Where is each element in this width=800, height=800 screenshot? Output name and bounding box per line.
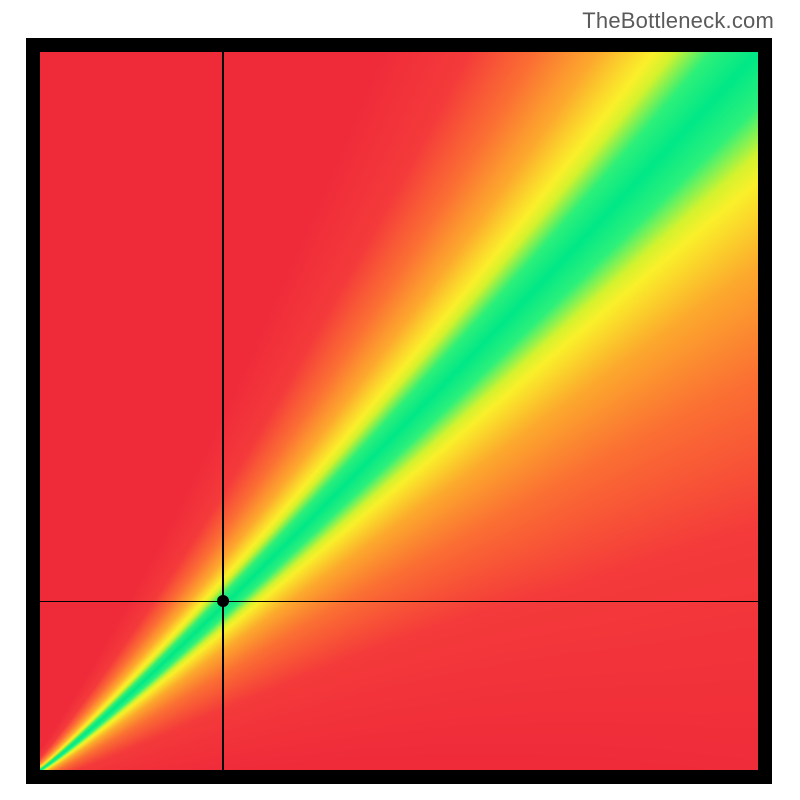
figure-container: TheBottleneck.com (0, 0, 800, 800)
plot-frame (26, 38, 772, 784)
crosshair-vertical (222, 52, 223, 770)
crosshair-horizontal (40, 601, 758, 602)
crosshair-marker (217, 595, 229, 607)
bottleneck-heatmap (40, 52, 758, 770)
watermark-text: TheBottleneck.com (582, 8, 774, 34)
